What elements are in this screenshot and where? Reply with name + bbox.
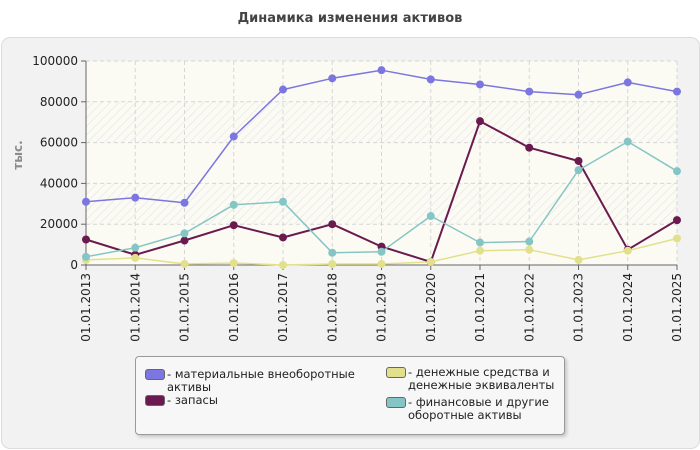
x-tick-label: 01.01.2024 [621, 273, 635, 342]
series-2 [82, 234, 681, 269]
data-point [229, 132, 238, 141]
data-point [180, 259, 189, 268]
data-point [673, 234, 681, 243]
data-point [328, 220, 337, 229]
y-tick-label: 0 [70, 258, 78, 272]
data-point [82, 197, 90, 206]
y-tick-label: 40000 [40, 176, 78, 190]
series-3 [82, 137, 681, 261]
legend-swatch-financial-assets [386, 397, 406, 408]
data-point [476, 117, 484, 126]
y-tick-label: 20000 [40, 217, 78, 231]
y-tick-label: 60000 [40, 136, 78, 150]
data-point [574, 166, 583, 175]
legend-swatch-inventories [145, 395, 165, 406]
data-point [476, 246, 484, 255]
x-tick-label: 01.01.2022 [522, 273, 536, 342]
data-point [328, 248, 337, 257]
series-0 [82, 66, 681, 207]
data-point [377, 66, 386, 75]
x-tick-label: 01.01.2017 [276, 273, 290, 342]
data-point [574, 156, 583, 165]
data-point [229, 258, 238, 267]
data-point [525, 143, 534, 152]
data-point [328, 259, 337, 268]
y-tick-label: 80000 [40, 95, 78, 109]
data-point [180, 236, 189, 245]
legend-label-financial-assets: финансовые и другие оборотные активы [408, 395, 549, 422]
data-point [574, 90, 583, 99]
data-point [82, 235, 90, 244]
y-tick-label: 100000 [32, 54, 78, 68]
data-point [131, 193, 140, 202]
data-point [131, 243, 140, 252]
x-tick-label: 01.01.2018 [325, 273, 339, 342]
x-tick-label: 01.01.2020 [424, 273, 438, 342]
x-tick-label: 01.01.2025 [670, 273, 684, 342]
data-point [82, 252, 90, 261]
data-point [279, 233, 287, 242]
data-point [623, 78, 632, 87]
x-tick-label: 01.01.2015 [178, 273, 192, 342]
data-point [180, 229, 189, 238]
data-point [279, 197, 287, 206]
data-point [180, 198, 189, 207]
x-tick-label: 01.01.2021 [473, 273, 487, 342]
x-tick-label: 01.01.2013 [79, 273, 93, 342]
x-tick-label: 01.01.2014 [128, 273, 142, 342]
data-point [426, 257, 435, 266]
x-tick-label: 01.01.2016 [227, 273, 241, 342]
chart-title: Динамика изменения активов [237, 11, 463, 26]
data-point [377, 259, 386, 268]
chart-legend: - материальные внеоборотные активы - зап… [135, 356, 565, 435]
data-point [279, 85, 287, 94]
legend-label-cash: денежные средства и денежные эквиваленты [408, 365, 555, 392]
data-point [279, 261, 287, 269]
legend-swatch-cash [386, 367, 406, 378]
data-point [525, 237, 534, 246]
data-point [673, 87, 681, 96]
data-point [476, 80, 484, 89]
data-point [673, 167, 681, 176]
data-point [525, 87, 534, 96]
data-point [476, 238, 484, 247]
data-point [673, 216, 681, 225]
data-point [229, 221, 238, 230]
data-point [623, 137, 632, 146]
legend-label-material-assets: материальные внеоборотные активы [167, 367, 355, 394]
legend-swatch-material-assets [145, 369, 165, 380]
data-point [377, 247, 386, 256]
x-tick-label: 01.01.2023 [572, 273, 586, 342]
data-point [525, 245, 534, 254]
data-point [131, 253, 140, 262]
plot-band [86, 101, 677, 143]
x-tick-label: 01.01.2019 [375, 273, 389, 342]
legend-label-inventories: запасы [174, 393, 218, 407]
data-point [623, 246, 632, 255]
data-point [229, 200, 238, 209]
y-axis-label: тыс. [11, 140, 25, 170]
data-point [426, 212, 435, 221]
data-point [574, 255, 583, 264]
data-point [426, 75, 435, 84]
data-point [328, 74, 337, 83]
